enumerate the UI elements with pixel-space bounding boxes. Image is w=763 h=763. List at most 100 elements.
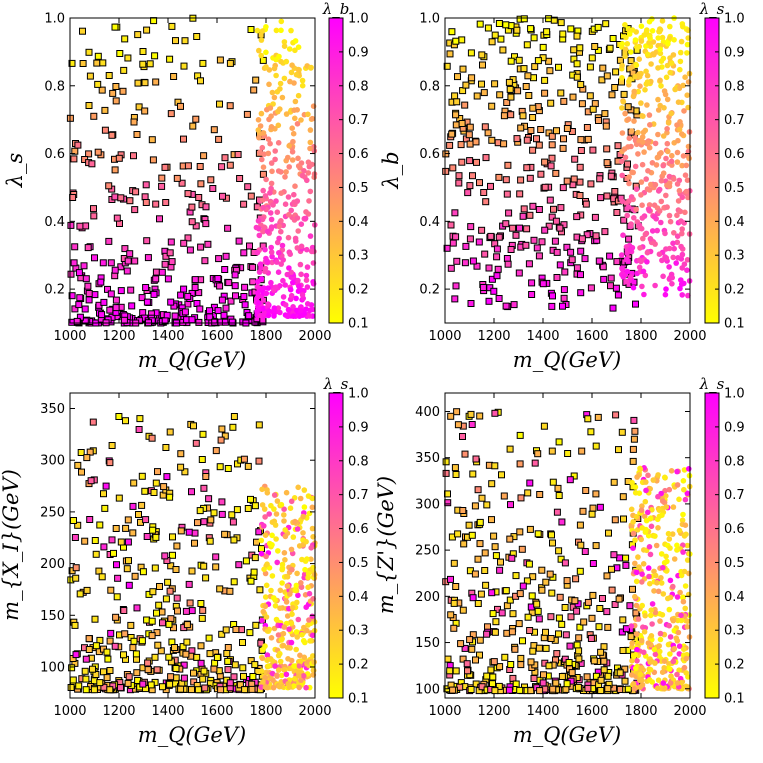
panel-2-circles-point <box>644 249 651 256</box>
panel-3-circles-point <box>270 684 277 691</box>
panel-3-x-ticks: 1000 1200 1400 1600 1800 2000 <box>53 393 332 719</box>
panel-3-squares-point <box>75 682 83 690</box>
panel-3-squares-point <box>117 538 125 546</box>
panel-3-colorbar <box>328 392 344 699</box>
panel-2-circles-point <box>659 18 666 24</box>
panel-2-squares-point <box>466 123 474 131</box>
panel-2-circles-point <box>668 158 675 165</box>
panel-1-squares-point <box>131 206 139 214</box>
panel-1-squares-point <box>68 292 76 300</box>
panel-1-squares-point <box>207 176 215 184</box>
panel-2-circles-point <box>639 283 645 290</box>
panel-2-squares-point <box>454 73 461 81</box>
panel-4-squares-point <box>476 540 484 548</box>
panel-1-squares-point <box>126 197 134 205</box>
panel-2-circles-point <box>677 49 684 56</box>
panel-2-squares-point <box>541 89 549 97</box>
panel-2-squares-point <box>557 204 565 212</box>
panel-1-circles-point <box>296 283 302 289</box>
panel-2-circles-point <box>658 219 664 226</box>
panel-3-squares-point <box>165 620 173 628</box>
panel-4-squares-point <box>490 532 498 540</box>
panel-4-plot-frame <box>444 392 691 699</box>
panel-1-squares-point <box>79 60 87 67</box>
panel-1-squares-point <box>188 218 196 226</box>
panel-4-squares-point <box>629 445 637 453</box>
panel-1-squares-point <box>149 156 157 164</box>
panel-3-circles-point <box>288 546 295 553</box>
panel-2-squares-point <box>458 158 466 166</box>
panel-4-circles-point <box>681 568 688 575</box>
panel-4-squares-point <box>476 518 484 526</box>
panel-3-squares-point <box>108 536 116 544</box>
panel-2-squares-point <box>560 135 567 143</box>
panel-3-circles-point <box>297 652 303 659</box>
panel-1-squares-point <box>93 59 101 67</box>
panel-2-circles-point <box>628 221 634 227</box>
panel-2-squares-point <box>517 176 525 184</box>
panel-4-squares-point <box>540 422 548 430</box>
panel-3-squares-point <box>163 473 171 481</box>
panel-4-squares-point <box>471 502 479 510</box>
panel-2-circles-point <box>646 112 653 118</box>
panel-1-squares-point <box>75 269 83 277</box>
panel-1-squares-point <box>144 254 152 262</box>
panel-3-circles-point <box>288 620 295 627</box>
panel-2-circles-point <box>640 235 646 242</box>
panel-4-squares-point <box>558 620 566 628</box>
panel-2-circles-point <box>672 86 678 93</box>
panel-1-squares-point <box>112 296 120 304</box>
panel-3-circles-point <box>296 684 303 691</box>
panel-1-squares-point <box>184 162 192 170</box>
panel-3-squares-point <box>244 462 252 470</box>
panel-2-squares-point <box>502 302 510 310</box>
panel-4-squares-point <box>505 686 513 694</box>
panel-2-circles-point <box>664 126 670 132</box>
panel-2-squares-point <box>624 160 631 168</box>
panel-2-squares-point <box>515 269 523 277</box>
panel-1-circles-point <box>282 201 289 207</box>
panel-4-circles-point <box>638 507 645 513</box>
panel-4-x-tick-label: 1800 <box>624 704 657 719</box>
panel-3-circles-point <box>262 594 269 600</box>
panel-1-squares-point <box>84 244 92 252</box>
panel-3-circles-point <box>299 632 305 638</box>
panel-4-circles-point <box>666 486 673 493</box>
panel-3-squares-point <box>72 574 80 582</box>
panel-3: 1000 1200 1400 1600 1800 2000 100150200250300… <box>0 375 369 747</box>
panel-2-circles-point <box>677 285 683 292</box>
panel-1-circles-point <box>308 64 314 71</box>
panel-2-squares-point <box>467 223 475 231</box>
panel-2-circles-point <box>632 73 638 80</box>
panel-1-circles-point <box>286 164 293 170</box>
panel-3-squares-point <box>212 447 220 455</box>
panel-1-colorbar-tick-label: 0.8 <box>348 79 369 94</box>
panel-2-circles-point <box>646 33 653 40</box>
panel-2-colorbar-tick-label: 0.8 <box>724 79 745 94</box>
panel-4-squares-point <box>589 560 597 567</box>
panel-1-squares-point <box>197 77 204 85</box>
panel-2-squares-point <box>573 32 581 40</box>
panel-3-squares-point <box>150 489 158 496</box>
panel-2-circles-point <box>659 34 666 41</box>
panel-3-circles-point <box>285 656 291 662</box>
panel-2-squares-point <box>573 264 581 272</box>
panel-1-squares-point <box>82 275 90 283</box>
panel-2-circles-point <box>644 79 651 85</box>
panel-4-circles-point <box>633 665 639 672</box>
panel-1-circles-point <box>268 249 275 255</box>
panel-3-squares-point <box>210 665 218 673</box>
panel-4-circles-point <box>684 618 691 624</box>
panel-1-circles-point <box>309 115 316 122</box>
panel-3-squares-point <box>115 413 123 420</box>
panel-4-squares-point <box>577 541 585 549</box>
panel-1-colorbar-tick-label: 1.0 <box>348 12 369 27</box>
panel-2-squares-point <box>614 142 622 150</box>
panel-4-y-label: m_{Z'}(GeV) <box>374 476 398 614</box>
panel-4-squares-point <box>536 687 544 695</box>
panel-4-squares-point <box>517 494 525 502</box>
panel-1-squares-point <box>139 60 147 68</box>
panel-2-circles-point <box>630 284 637 291</box>
panel-2-squares-point <box>495 20 503 27</box>
panel-1-colorbar-tick-label: 0.4 <box>348 215 369 230</box>
